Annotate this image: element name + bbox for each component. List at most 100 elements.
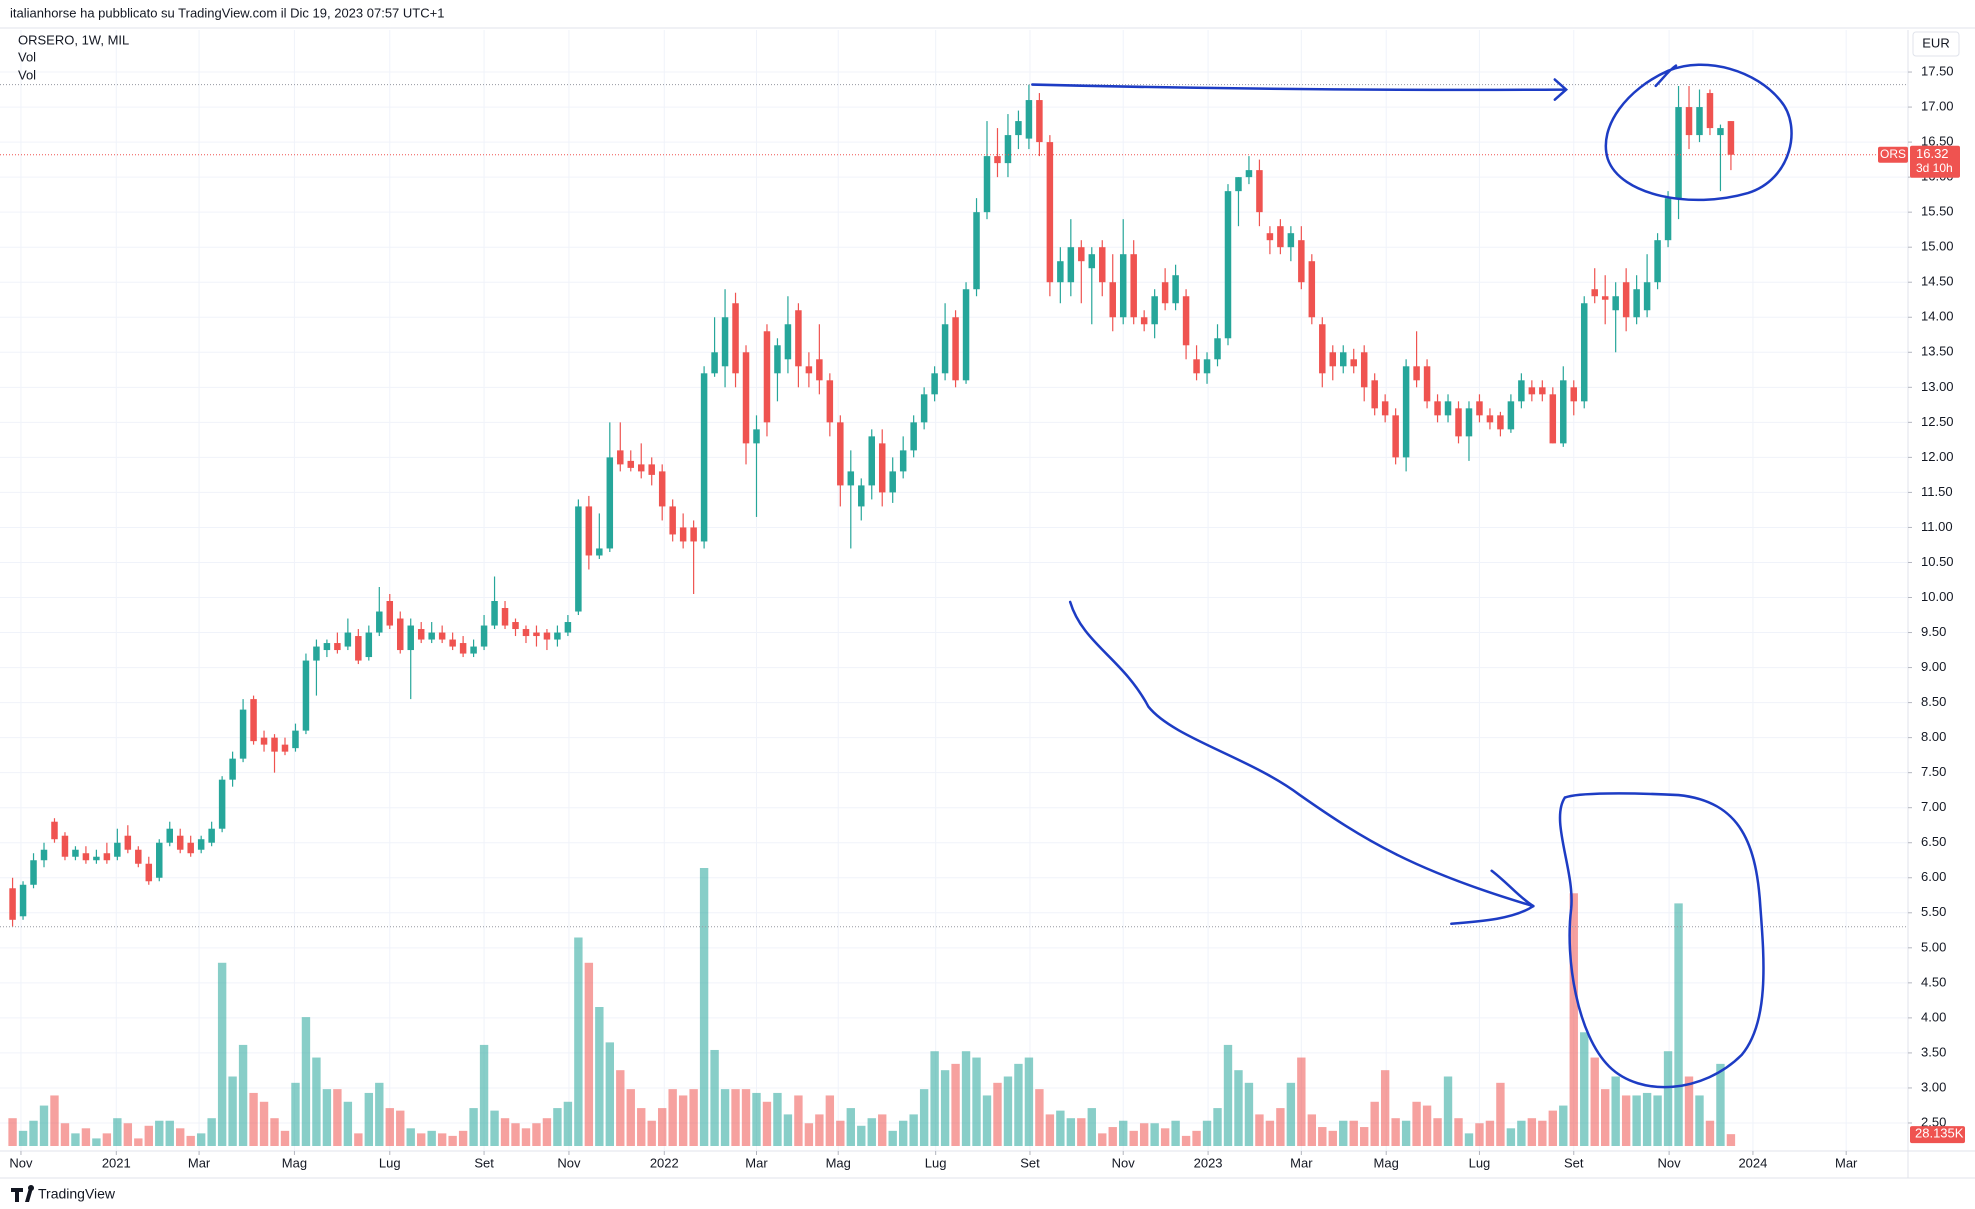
candle-body	[1214, 338, 1221, 360]
volume-bar	[176, 1128, 185, 1146]
candle-body	[1486, 415, 1494, 423]
volume-bar	[1559, 1105, 1568, 1146]
candle-body	[1287, 233, 1295, 248]
volume-bar	[490, 1110, 499, 1146]
candle-body	[512, 622, 519, 630]
candle-body	[365, 632, 373, 658]
candle-body	[1182, 296, 1190, 346]
drawn-circle	[1558, 792, 1765, 1089]
volume-bar	[752, 1092, 761, 1146]
candle-body	[9, 888, 16, 920]
volume-bar	[396, 1110, 405, 1146]
candle-body	[868, 436, 875, 486]
volume-bar	[836, 1120, 845, 1146]
x-tick-label: Lug	[379, 1155, 401, 1170]
candle-body	[585, 506, 593, 556]
volume-bar	[1307, 1114, 1317, 1146]
volume-bar	[1517, 1120, 1526, 1146]
candle-body	[962, 289, 970, 381]
candle-body	[554, 632, 561, 640]
candle-body	[1140, 317, 1148, 325]
candle-body	[1340, 352, 1347, 367]
x-tick-label: Set	[1020, 1155, 1040, 1170]
candle-body	[1119, 254, 1127, 318]
volume-bar	[39, 1105, 49, 1146]
volume-bar	[542, 1118, 552, 1146]
volume-bar	[406, 1128, 415, 1146]
candle-body	[355, 636, 362, 661]
candle-body	[533, 632, 540, 637]
volume-bar	[312, 1057, 321, 1146]
tradingview-logo: TradingView	[11, 1185, 116, 1202]
volume-bar	[259, 1101, 269, 1146]
candle-body	[501, 608, 509, 626]
volume-bar	[207, 1118, 216, 1146]
volume-bar	[1496, 1082, 1505, 1146]
candle-body	[1423, 366, 1431, 402]
candle-body	[805, 366, 813, 374]
volume-bar	[1674, 903, 1683, 1146]
candle-body	[711, 352, 718, 374]
candle-body	[417, 629, 425, 640]
volume-bar	[1433, 1118, 1442, 1146]
candle-body	[470, 646, 477, 654]
candle-body	[1256, 170, 1263, 213]
candle-body	[1696, 107, 1703, 136]
last-price-badge	[1910, 145, 1960, 178]
volume-bar	[385, 1108, 394, 1146]
volume-bar	[1160, 1128, 1170, 1146]
candle-body	[763, 331, 771, 423]
candle-body	[1151, 296, 1158, 325]
volume-bar	[1527, 1118, 1537, 1146]
candle-body	[250, 699, 257, 742]
y-tick-label: 6.00	[1921, 869, 1946, 884]
volume-bar	[668, 1089, 677, 1146]
candle-body	[302, 660, 310, 731]
candle-body	[1434, 401, 1441, 416]
candle-body	[1371, 380, 1378, 409]
candle-body	[1560, 380, 1567, 444]
currency[interactable]: EUR	[1922, 35, 1949, 50]
candle-body	[700, 373, 708, 542]
volume-bar	[658, 1108, 667, 1146]
volume-bar	[783, 1114, 793, 1146]
volume-bar	[60, 1123, 70, 1146]
volume-bar	[270, 1118, 279, 1146]
candle-body	[596, 548, 603, 556]
candle-body	[229, 758, 236, 780]
candle-body	[1381, 401, 1389, 416]
volume-bar	[1548, 1110, 1557, 1146]
y-tick-label: 5.00	[1921, 939, 1946, 954]
candle-body	[428, 632, 435, 640]
volume-bar	[878, 1114, 887, 1146]
volume-bar	[563, 1101, 573, 1146]
candle-body	[344, 632, 352, 647]
candle-body	[1570, 387, 1578, 402]
y-tick-label: 16.50	[1921, 134, 1954, 149]
volume-bar	[762, 1101, 772, 1146]
candle-body	[1476, 401, 1483, 416]
candle-body	[575, 506, 582, 612]
candle-body	[732, 303, 739, 374]
candle-body	[72, 849, 79, 857]
candle-body	[480, 625, 488, 647]
x-tick-label: Lug	[1469, 1155, 1491, 1170]
candle-body	[260, 737, 268, 745]
volume-bar	[1380, 1070, 1390, 1146]
y-tick-label: 17.00	[1921, 99, 1954, 114]
x-tick-label: Set	[474, 1155, 494, 1170]
currency-box[interactable]	[1912, 31, 1960, 57]
candle-body	[1455, 408, 1462, 437]
volume-bar	[217, 962, 227, 1146]
candle-body	[1392, 415, 1399, 458]
volume-bar	[354, 1133, 363, 1146]
symbol-badge	[1878, 146, 1908, 163]
candle-body	[1298, 240, 1305, 283]
candle-body	[40, 849, 48, 861]
volume-bar	[1150, 1123, 1159, 1146]
volume-bar	[1119, 1120, 1128, 1146]
logo-mark	[11, 1185, 35, 1202]
y-tick-label: 14.00	[1921, 309, 1954, 324]
x-tick-label: Nov	[557, 1155, 581, 1170]
volume-bar	[731, 1089, 740, 1146]
